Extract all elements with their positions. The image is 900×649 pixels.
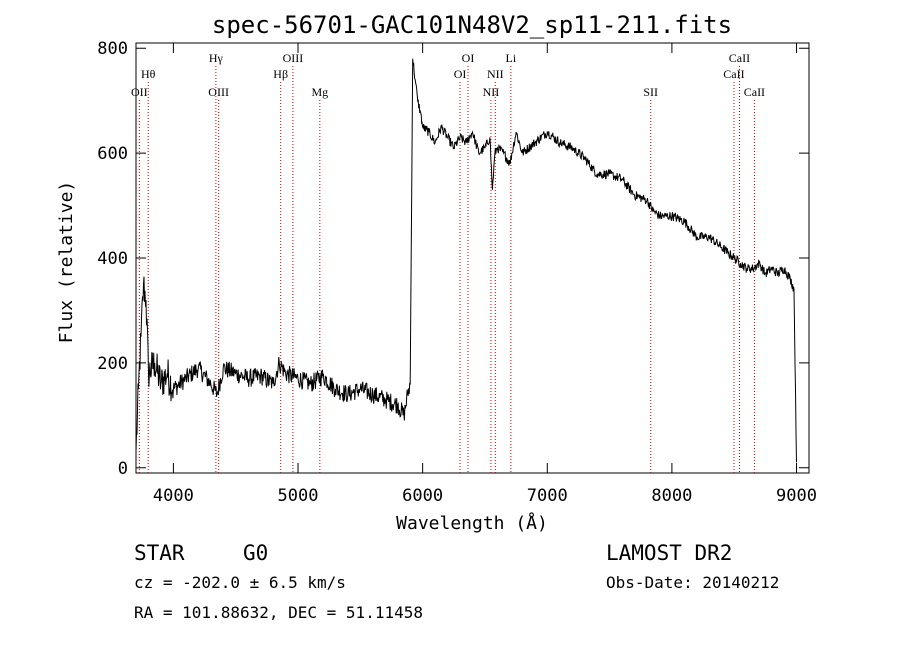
x-tick-label: 4000	[153, 486, 194, 506]
spectral-line-label: CaII	[729, 51, 750, 65]
spectral-line-label: OIII	[283, 51, 304, 65]
survey-release: LAMOST DR2	[606, 541, 732, 565]
spectral-line-markers: OIIHθHγOIIIHβOIIIMgOIOINIINIILiSIICaIICa…	[131, 51, 765, 473]
x-tick-label: 8000	[651, 486, 692, 506]
object-subclass: G0	[243, 541, 268, 565]
spectral-line-label: CaII	[744, 85, 765, 99]
plot-frame	[135, 42, 810, 474]
observation-date: Obs-Date: 20140212	[606, 573, 779, 592]
series-group	[135, 58, 797, 463]
spectral-line-label: Li	[506, 51, 517, 65]
axis-ticks: 4000 5000 6000 7000 8000 9000 0 200 400 600 800	[97, 39, 817, 506]
spectral-line-label: Hθ	[141, 67, 156, 81]
y-tick-label: 600	[97, 144, 128, 164]
y-tick-label: 400	[97, 249, 128, 269]
spectral-line-label: NII	[487, 67, 504, 81]
spectral-line-label: OI	[454, 67, 467, 81]
coordinates-readout: RA = 101.88632, DEC = 51.11458	[134, 603, 423, 622]
spectral-line-label: NII	[483, 85, 500, 99]
spectral-line-label: Hβ	[273, 67, 288, 81]
y-tick-label: 200	[97, 354, 128, 374]
spectral-line-label: Hγ	[209, 51, 224, 65]
spectral-line-label: OI	[462, 51, 475, 65]
spectral-line-label: Mg	[311, 85, 328, 99]
x-axis-label: Wavelength (Å)	[396, 512, 548, 534]
x-tick-label: 9000	[776, 486, 817, 506]
x-tick-label: 6000	[402, 486, 443, 506]
spectral-line-label: CaII	[723, 67, 744, 81]
redshift-readout: cz = -202.0 ± 6.5 km/s	[134, 573, 346, 592]
y-axis-label: Flux (relative)	[56, 181, 77, 344]
spectrum-line	[135, 58, 797, 463]
y-tick-label: 0	[118, 459, 128, 479]
chart-title: spec-56701-GAC101N48V2_sp11-211.fits	[212, 11, 732, 39]
x-tick-label: 7000	[527, 486, 568, 506]
object-class: STAR	[134, 541, 185, 565]
spectral-line-label: SII	[643, 85, 658, 99]
spectral-line-label: OIII	[208, 85, 229, 99]
y-tick-label: 800	[97, 39, 128, 59]
spectral-line-label: OII	[131, 85, 148, 99]
x-tick-label: 5000	[278, 486, 319, 506]
